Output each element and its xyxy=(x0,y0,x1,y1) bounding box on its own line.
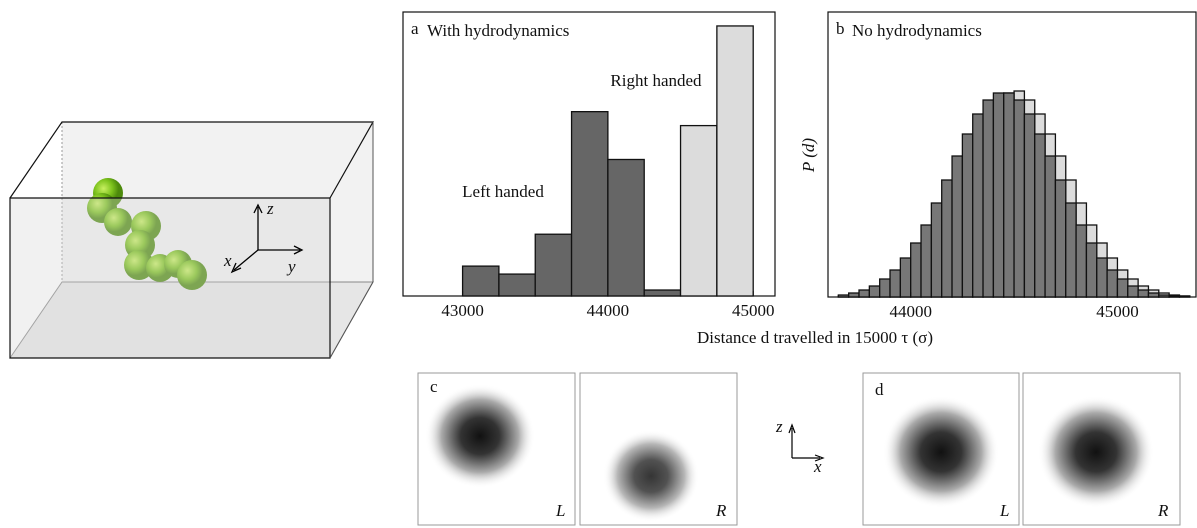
bar xyxy=(899,257,912,298)
bar xyxy=(679,124,718,297)
bar xyxy=(1044,155,1057,298)
density-blob xyxy=(425,384,535,488)
x-tick-label: 45000 xyxy=(1096,302,1139,321)
axis-name: x xyxy=(813,457,822,476)
map-label: R xyxy=(715,501,727,520)
axis-name: y xyxy=(286,257,296,276)
x-tick-label: 43000 xyxy=(441,301,484,320)
box-illustration: z y x xyxy=(9,121,375,359)
bar xyxy=(837,294,850,298)
bar xyxy=(461,265,500,297)
bar xyxy=(858,289,870,298)
bar xyxy=(848,292,860,298)
panel-label: c xyxy=(430,377,438,396)
density-blob xyxy=(1038,396,1154,508)
map-label: L xyxy=(999,501,1009,520)
bar xyxy=(1054,179,1067,298)
bar xyxy=(1178,295,1191,298)
bar xyxy=(992,92,1005,298)
y-axis-label: P (d) xyxy=(799,138,818,173)
map-label: R xyxy=(1157,501,1169,520)
bar xyxy=(1106,269,1119,298)
axis-name: x xyxy=(223,251,232,270)
chain xyxy=(87,178,207,290)
inset-axes: z x xyxy=(775,417,825,476)
bar xyxy=(1085,242,1098,298)
density-blob xyxy=(883,396,999,508)
bar xyxy=(1075,224,1088,298)
panel-d: d L R xyxy=(862,372,1181,526)
x-tick-label: 44000 xyxy=(889,302,932,321)
bar xyxy=(868,285,881,298)
bar xyxy=(972,113,984,298)
panel-label: d xyxy=(875,380,884,399)
bar xyxy=(910,242,922,298)
bar xyxy=(889,269,902,298)
x-axis-label: Distance d travelled in 15000 τ (σ) xyxy=(697,328,933,347)
bar xyxy=(951,155,964,298)
bar xyxy=(1013,99,1026,298)
map-label: L xyxy=(555,501,565,520)
bar xyxy=(1096,257,1108,298)
annotation: Left handed xyxy=(462,182,544,201)
bar xyxy=(498,273,536,297)
bar xyxy=(941,179,953,298)
bar xyxy=(1127,285,1139,298)
bar xyxy=(534,233,573,297)
x-tick-label: 45000 xyxy=(732,301,775,320)
box-top xyxy=(9,121,375,199)
panel-title: No hydrodynamics xyxy=(852,21,982,40)
panel-label: a xyxy=(411,19,419,38)
bar xyxy=(643,289,682,297)
bar xyxy=(920,224,933,298)
bar xyxy=(1023,113,1036,298)
bar xyxy=(961,133,974,298)
bar xyxy=(1158,294,1170,298)
x-tick-label: 44000 xyxy=(587,301,630,320)
bar xyxy=(1116,278,1129,298)
bar xyxy=(930,202,943,298)
bar xyxy=(570,110,609,297)
axes-arrows xyxy=(230,203,304,274)
bar xyxy=(1003,92,1015,298)
panel-c: c L R xyxy=(417,372,738,526)
box-edge xyxy=(329,281,374,359)
bar xyxy=(879,278,891,298)
bar xyxy=(716,25,754,297)
bar xyxy=(1147,292,1160,298)
bar xyxy=(1034,133,1046,298)
bar xyxy=(1065,202,1077,298)
axis-name: z xyxy=(775,417,783,436)
bar xyxy=(1137,289,1150,298)
bar xyxy=(982,99,995,298)
box-front xyxy=(9,197,331,359)
density-blob xyxy=(603,430,699,522)
annotation: Right handed xyxy=(610,71,702,90)
bar xyxy=(1168,295,1181,298)
bar xyxy=(607,158,645,297)
panel-title: With hydrodynamics xyxy=(427,21,569,40)
axis-name: z xyxy=(266,199,274,218)
panel-label: b xyxy=(836,19,845,38)
